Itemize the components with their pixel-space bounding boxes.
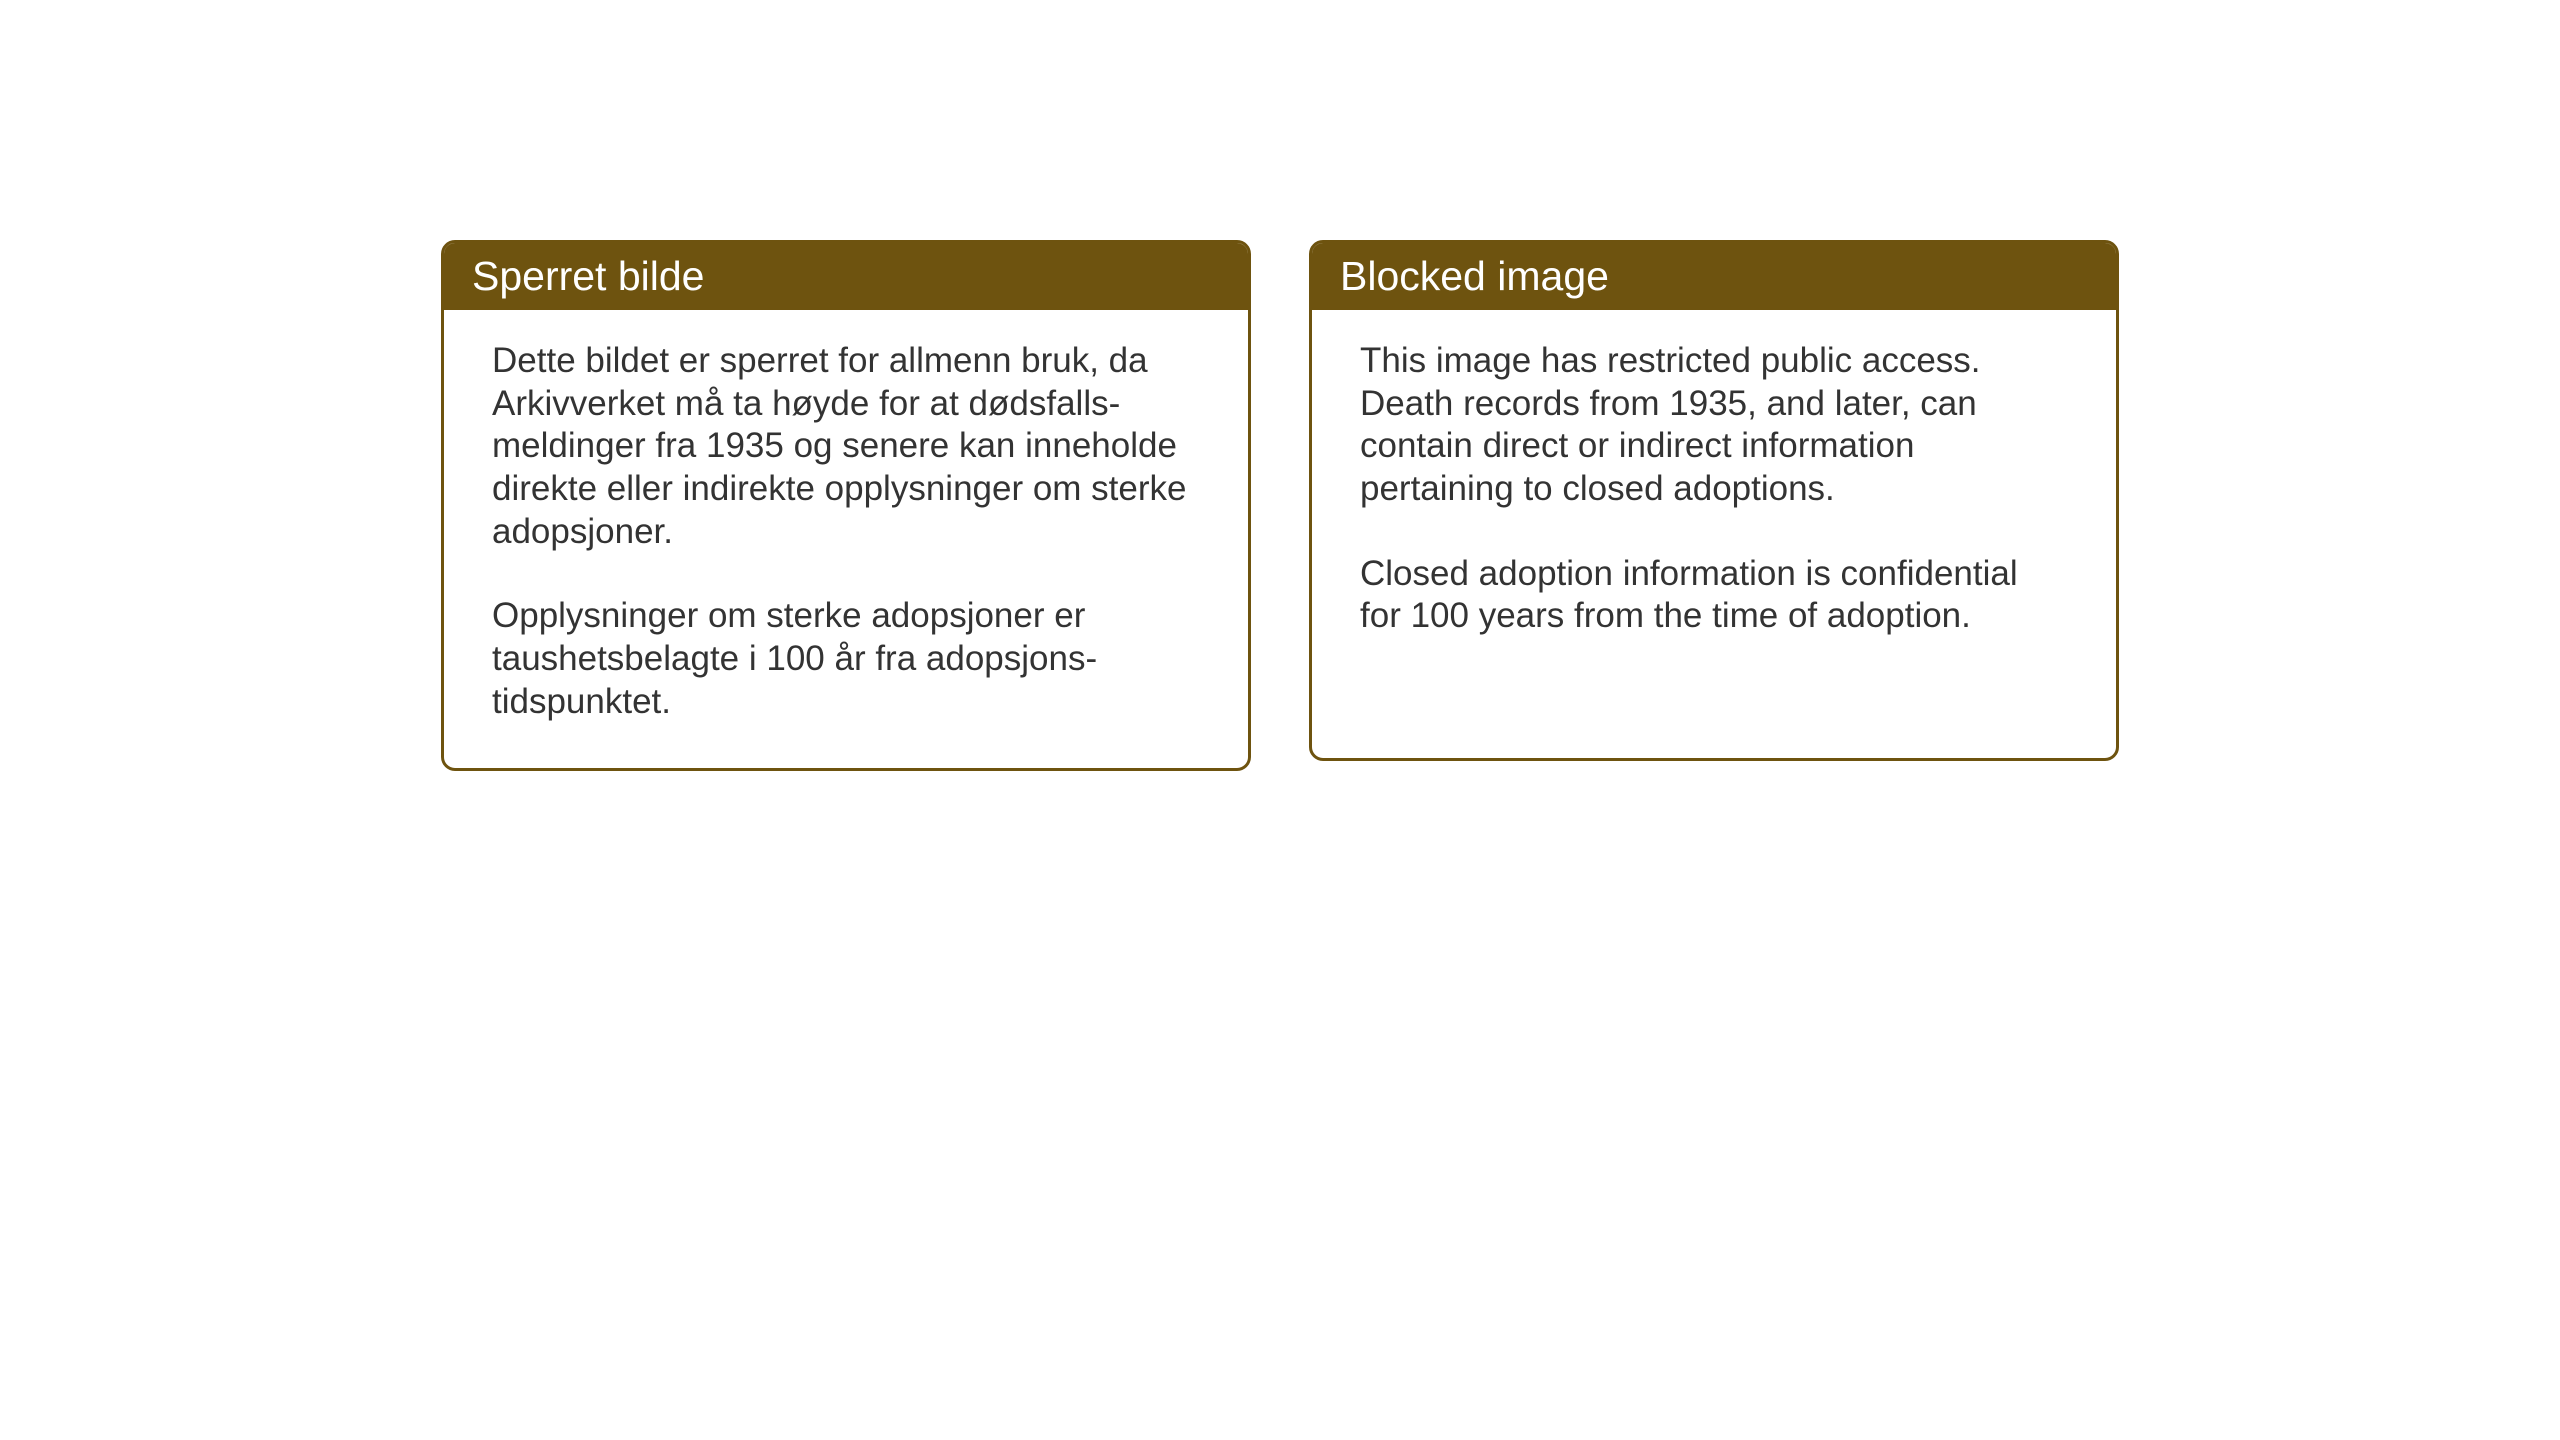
card-header-english: Blocked image (1312, 243, 2116, 310)
card-header-norwegian: Sperret bilde (444, 243, 1248, 310)
card-norwegian: Sperret bilde Dette bildet er sperret fo… (441, 240, 1251, 771)
card-body-english: This image has restricted public access.… (1312, 310, 2116, 758)
card-english: Blocked image This image has restricted … (1309, 240, 2119, 761)
paragraph-norwegian-1: Dette bildet er sperret for allmenn bruk… (492, 340, 1200, 553)
card-body-norwegian: Dette bildet er sperret for allmenn bruk… (444, 310, 1248, 768)
cards-container: Sperret bilde Dette bildet er sperret fo… (441, 240, 2119, 1440)
paragraph-english-1: This image has restricted public access.… (1360, 340, 2068, 511)
paragraph-norwegian-2: Opplysninger om sterke adopsjoner er tau… (492, 595, 1200, 723)
paragraph-english-2: Closed adoption information is confident… (1360, 553, 2068, 638)
